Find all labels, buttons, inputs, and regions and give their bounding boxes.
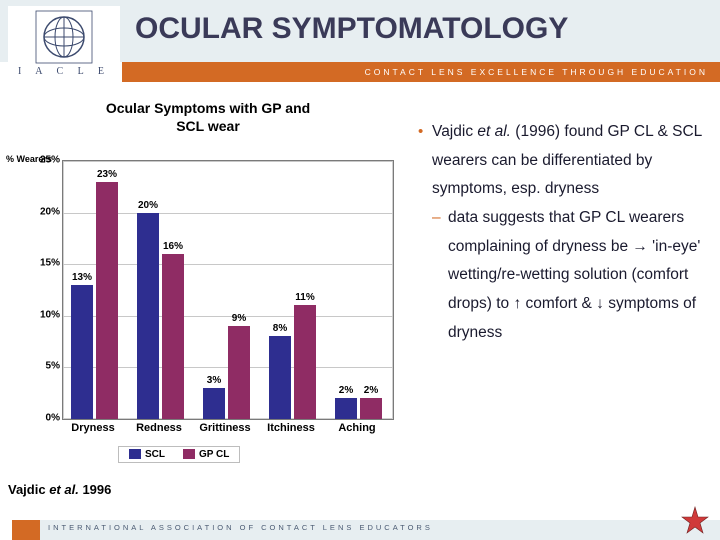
corner-star-icon — [680, 506, 710, 534]
bar-value-label: 9% — [221, 313, 257, 324]
bar-scl-dryness — [71, 285, 93, 419]
bar-gpcl-itchiness — [294, 305, 316, 419]
header-strip: CONTACT LENS EXCELLENCE THROUGH EDUCATIO… — [122, 62, 720, 82]
citation-author: Vajdic — [8, 482, 46, 497]
bar-value-label: 16% — [155, 241, 191, 252]
ytick-label: 15% — [26, 258, 60, 269]
bar-gpcl-grittiness — [228, 326, 250, 419]
iacle-letters: I A C L E — [8, 66, 120, 77]
footer-text: INTERNATIONAL ASSOCIATION OF CONTACT LEN… — [48, 523, 433, 532]
bar-value-label: 8% — [262, 323, 298, 334]
chart-legend: SCL GP CL — [118, 446, 240, 463]
ytick-label: 0% — [26, 413, 60, 424]
bullet-main: Vajdic et al. (1996) found GP CL & SCL w… — [418, 118, 714, 204]
legend-item-scl: SCL — [129, 449, 165, 460]
ytick-label: 25% — [26, 155, 60, 166]
legend-label-scl: SCL — [145, 449, 165, 460]
citation: Vajdic et al. 1996 — [8, 482, 111, 497]
bar-scl-aching — [335, 398, 357, 419]
bar-value-label: 3% — [196, 375, 232, 386]
chart-title-line1: Ocular Symptoms with GP and — [106, 100, 310, 116]
bar-value-label: 11% — [287, 292, 323, 303]
xtick-label-redness: Redness — [126, 422, 192, 434]
citation-etal: et al. — [49, 482, 79, 497]
ytick-label: 20% — [26, 206, 60, 217]
bullet-list: Vajdic et al. (1996) found GP CL & SCL w… — [418, 118, 714, 347]
xtick-label-aching: Aching — [324, 422, 390, 434]
ytick-label: 10% — [26, 309, 60, 320]
bar-gpcl-aching — [360, 398, 382, 419]
legend-swatch-gpcl — [183, 449, 195, 459]
bar-value-label: 23% — [89, 169, 125, 180]
bullet-sub: data suggests that GP CL wearers complai… — [418, 204, 714, 347]
legend-swatch-scl — [129, 449, 141, 459]
legend-label-gpcl: GP CL — [199, 449, 229, 460]
chart-title-line2: SCL wear — [176, 118, 240, 134]
bar-value-label: 13% — [64, 272, 100, 283]
gridline — [63, 161, 393, 162]
globe-icon — [35, 10, 93, 64]
iacle-logo-block: I A C L E — [8, 6, 120, 96]
ytick-label: 5% — [26, 361, 60, 372]
page-title: OCULAR SYMPTOMATOLOGY — [135, 12, 568, 46]
bar-gpcl-dryness — [96, 182, 118, 419]
bar-value-label: 2% — [353, 385, 389, 396]
chart-area: Ocular Symptoms with GP and SCL wear % W… — [8, 100, 408, 480]
xtick-label-dryness: Dryness — [60, 422, 126, 434]
bar-scl-itchiness — [269, 336, 291, 419]
bullet-main-pre: Vajdic — [432, 123, 477, 140]
bullet-main-ital: et al. — [477, 123, 511, 140]
bar-value-label: 20% — [130, 200, 166, 211]
citation-year: 1996 — [82, 482, 111, 497]
chart-title: Ocular Symptoms with GP and SCL wear — [8, 100, 408, 135]
xtick-label-grittiness: Grittiness — [192, 422, 258, 434]
chart-plot: 13%23%20%16%3%9%8%11%2%2% — [62, 160, 394, 420]
bar-gpcl-redness — [162, 254, 184, 419]
footer-bar: INTERNATIONAL ASSOCIATION OF CONTACT LEN… — [0, 520, 720, 540]
xtick-label-itchiness: Itchiness — [258, 422, 324, 434]
bar-scl-grittiness — [203, 388, 225, 419]
legend-item-gpcl: GP CL — [183, 449, 229, 460]
